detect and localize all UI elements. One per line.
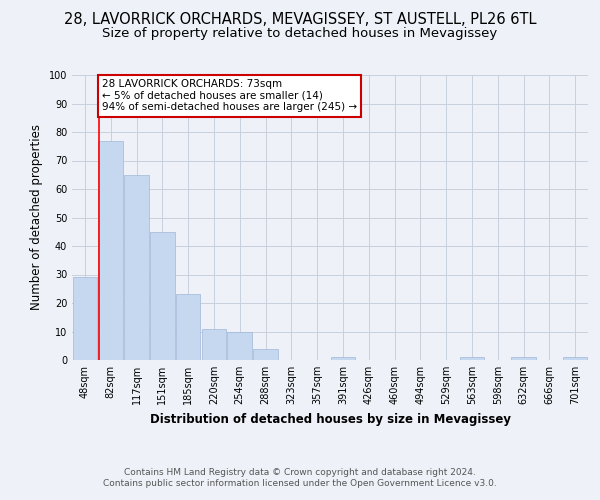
Y-axis label: Number of detached properties: Number of detached properties	[30, 124, 43, 310]
Bar	[150, 232, 175, 360]
Text: 28 LAVORRICK ORCHARDS: 73sqm
← 5% of detached houses are smaller (14)
94% of sem: 28 LAVORRICK ORCHARDS: 73sqm ← 5% of det…	[101, 80, 357, 112]
Bar	[460, 357, 484, 360]
Text: Contains HM Land Registry data © Crown copyright and database right 2024.
Contai: Contains HM Land Registry data © Crown c…	[103, 468, 497, 487]
Bar	[176, 294, 200, 360]
Bar	[227, 332, 252, 360]
Text: 28, LAVORRICK ORCHARDS, MEVAGISSEY, ST AUSTELL, PL26 6TL: 28, LAVORRICK ORCHARDS, MEVAGISSEY, ST A…	[64, 12, 536, 28]
Bar	[73, 278, 97, 360]
Text: Size of property relative to detached houses in Mevagissey: Size of property relative to detached ho…	[103, 28, 497, 40]
Bar	[563, 357, 587, 360]
Bar	[331, 357, 355, 360]
Bar	[202, 328, 226, 360]
Bar	[511, 357, 536, 360]
Bar	[124, 175, 149, 360]
Bar	[253, 348, 278, 360]
Bar	[98, 140, 123, 360]
X-axis label: Distribution of detached houses by size in Mevagissey: Distribution of detached houses by size …	[149, 412, 511, 426]
